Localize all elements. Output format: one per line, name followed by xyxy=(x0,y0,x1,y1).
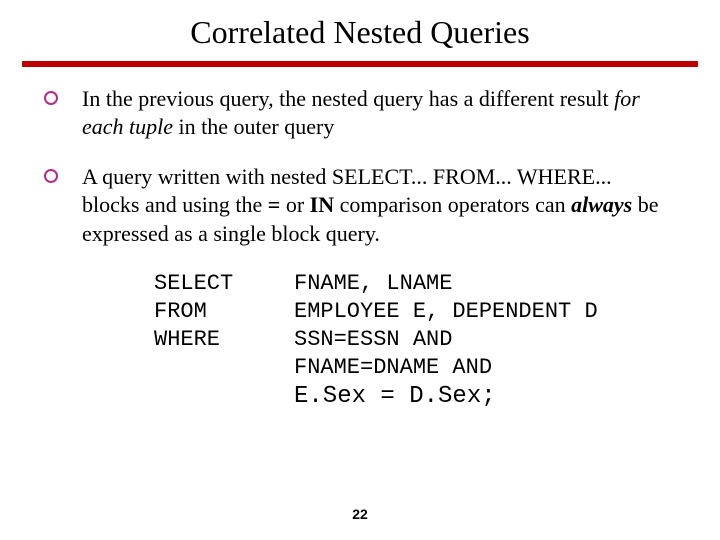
sql-keyword xyxy=(154,354,294,382)
text-run: In the previous query, the nested query … xyxy=(82,86,614,111)
text-run: in the outer query xyxy=(173,114,334,139)
bullet-item: In the previous query, the nested query … xyxy=(44,85,672,141)
sql-row: WHERE SSN=ESSN AND xyxy=(154,326,672,354)
bullet-text: A query written with nested SELECT... FR… xyxy=(82,163,672,247)
slide: Correlated Nested Queries In the previou… xyxy=(0,0,720,540)
bullet-icon xyxy=(44,91,58,105)
horizontal-rule xyxy=(22,61,698,67)
sql-keyword: FROM xyxy=(154,298,294,326)
text-run: comparison operators can xyxy=(334,192,571,217)
sql-keyword: SELECT xyxy=(154,270,294,298)
sql-value: SSN=ESSN AND xyxy=(294,326,452,354)
sql-value: FNAME=DNAME AND xyxy=(294,354,492,382)
bullet-text: In the previous query, the nested query … xyxy=(82,85,672,141)
page-number: 22 xyxy=(0,506,720,522)
sql-row: FROM EMPLOYEE E, DEPENDENT D xyxy=(154,298,672,326)
sql-value: FNAME, LNAME xyxy=(294,270,452,298)
sql-last-line: E.Sex = D.Sex; xyxy=(294,382,672,413)
text-run: or xyxy=(280,192,309,217)
sql-row: FNAME=DNAME AND xyxy=(154,354,672,382)
bullet-item: A query written with nested SELECT... FR… xyxy=(44,163,672,247)
sql-keyword: WHERE xyxy=(154,326,294,354)
bullet-icon xyxy=(44,169,58,183)
text-run-bold: = xyxy=(268,192,281,217)
sql-row: SELECT FNAME, LNAME xyxy=(154,270,672,298)
sql-block: SELECT FNAME, LNAME FROM EMPLOYEE E, DEP… xyxy=(154,270,672,413)
text-run-bolditalic: always xyxy=(571,192,632,217)
sql-value: EMPLOYEE E, DEPENDENT D xyxy=(294,298,598,326)
text-run-bold: IN xyxy=(310,192,334,217)
slide-title: Correlated Nested Queries xyxy=(0,0,720,61)
content-area: In the previous query, the nested query … xyxy=(0,85,720,413)
